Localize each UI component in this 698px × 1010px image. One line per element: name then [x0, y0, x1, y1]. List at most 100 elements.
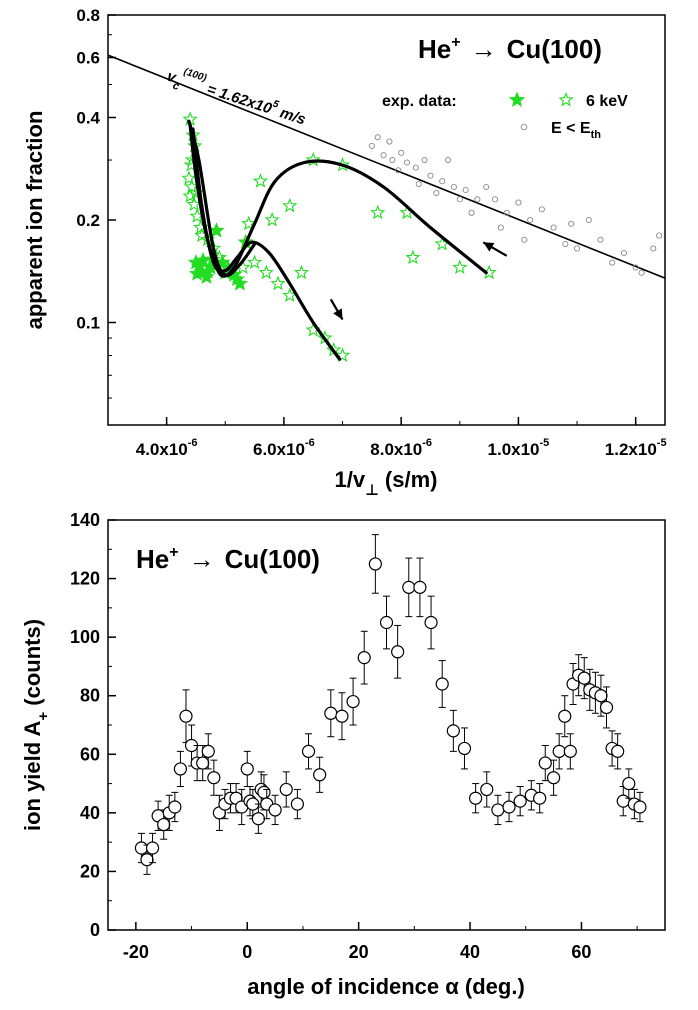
data-point-circle: [462, 186, 469, 194]
data-point: [357, 630, 371, 685]
x-tick-label: 40: [460, 942, 480, 962]
data-point-open-star: [246, 254, 263, 270]
data-point-circle: [497, 224, 504, 231]
data-point: [145, 832, 160, 864]
point-marker: [424, 615, 438, 630]
data-point: [168, 791, 182, 823]
point-marker: [599, 700, 614, 715]
data-point-circle: [515, 199, 522, 206]
y-tick-label: 100: [70, 627, 100, 647]
fit-label-exp: 5: [271, 99, 280, 111]
legend-circle-shape: [520, 123, 528, 131]
y-tick-label: 0.6: [76, 49, 100, 68]
point-marker: [313, 768, 327, 782]
data-point-circle: [474, 196, 481, 203]
point-marker: [502, 800, 516, 814]
tick-labels: -20 0 20 40 60 0 20 40 60 80 100 120 140: [70, 510, 592, 962]
data-point: [446, 709, 460, 752]
data-point-open-star: [182, 188, 198, 203]
point-marker: [533, 791, 547, 805]
x-tick-mantissa: 6.0x10: [253, 440, 305, 459]
data-point-circle: [574, 245, 581, 252]
point-marker: [324, 706, 338, 720]
data-point: [346, 677, 360, 726]
point-marker: [140, 853, 154, 867]
point-marker: [480, 782, 494, 797]
point-marker: [577, 671, 591, 685]
point-marker: [552, 744, 566, 758]
point-marker: [379, 615, 394, 630]
point-marker: [469, 791, 483, 805]
data-point-circle: [609, 259, 616, 266]
point-marker: [257, 785, 271, 799]
title-species: He: [418, 34, 451, 64]
x-tick-mantissa: 1.0x10: [488, 440, 540, 459]
data-point-circle: [433, 189, 440, 197]
point-marker: [594, 689, 608, 703]
point-marker: [558, 709, 572, 723]
point-marker: [268, 803, 282, 817]
tick-marks: [107, 14, 637, 425]
tick-marks: [108, 519, 638, 931]
title-arrow: →: [471, 34, 497, 64]
data-point-circle: [585, 216, 592, 224]
data-point: [279, 771, 293, 808]
x-tick-label: 6.0x10-6: [253, 437, 315, 459]
direction-arrows: [329, 241, 508, 321]
y-tick-label: 0.1: [76, 314, 100, 333]
data-point: [268, 794, 282, 826]
data-point: [633, 791, 647, 823]
data-point-filled-star: [231, 275, 249, 291]
point-marker: [134, 841, 149, 855]
point-marker: [179, 709, 193, 723]
data-point-circle: [403, 159, 411, 166]
point-marker: [368, 557, 382, 571]
data-point: [335, 692, 349, 741]
data-point: [552, 733, 566, 770]
data-point-circle: [468, 209, 475, 216]
y-axis-label: ion yield A+ (counts): [20, 619, 52, 831]
data-point: [201, 733, 215, 770]
point-marker: [357, 651, 371, 665]
title-target: Cu(100): [225, 544, 320, 574]
point-marker: [413, 580, 427, 594]
point-marker: [402, 580, 416, 594]
point-marker: [201, 744, 215, 758]
point-marker: [168, 800, 182, 814]
x-tick-mantissa: 4.0x10: [136, 440, 188, 459]
y-tick-label: 80: [80, 686, 100, 706]
data-point: [301, 733, 316, 770]
point-marker: [196, 756, 210, 770]
data-point: [563, 733, 577, 770]
data-point-circle: [398, 149, 405, 156]
data-point-circle: [550, 224, 557, 231]
data-point-open-star: [370, 204, 386, 220]
data-point-circle: [650, 245, 657, 252]
point-marker: [145, 841, 160, 855]
x-tick-label: -20: [123, 942, 149, 962]
x-tick-label: 60: [571, 942, 591, 962]
fit-label-sub: c: [171, 80, 181, 93]
data-point: [240, 750, 254, 787]
data-point-circle: [380, 152, 387, 159]
data-points: [181, 111, 663, 362]
point-marker: [251, 812, 265, 826]
point-marker: [346, 694, 360, 709]
data-point-circle: [538, 206, 545, 213]
data-point-open-star: [293, 264, 310, 280]
legend-open-star-shape: [558, 91, 574, 107]
point-marker: [616, 794, 630, 808]
y-label-main: ion yield A: [20, 721, 45, 832]
data-point: [546, 759, 561, 796]
chart-ion-fraction: 4.0x10-6 6.0x10-6 8.0x10-6 1.0x10-5 1.2x10-5…: [22, 6, 667, 499]
data-point: [179, 689, 193, 744]
point-marker: [513, 794, 527, 808]
x-tick-label: 1.2x10-5: [605, 437, 667, 459]
data-point-open-star: [264, 211, 280, 227]
x-tick-mantissa: 1.2x10: [605, 440, 657, 459]
data-point: [533, 783, 547, 814]
point-marker: [173, 762, 188, 776]
fit-line: [107, 54, 666, 279]
y-tick-label: 60: [80, 744, 100, 764]
